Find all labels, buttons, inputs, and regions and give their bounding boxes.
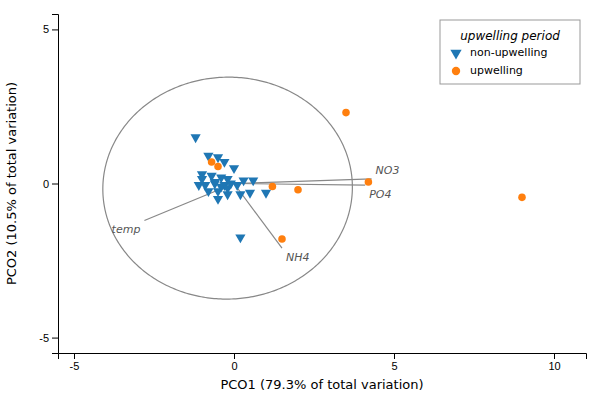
tick-label: 5 [391,360,397,372]
point [208,158,216,166]
vector-label: NH4 [286,251,310,264]
point [365,178,373,186]
vector [234,184,282,249]
point [197,176,207,185]
tick-label: -5 [39,332,49,344]
tick: -5 [39,332,58,344]
tick: 10 [548,353,560,372]
vector-labels: NO3 PO4 NH4 temp [112,164,400,264]
legend-label: non-upwelling [470,46,547,59]
point [232,182,242,191]
tick: 5 [43,23,58,35]
axis-line [59,354,587,360]
vector-label: PO4 [369,188,391,201]
point [214,163,222,171]
point [229,165,239,174]
axis-line [52,15,59,354]
tick-mark [52,29,58,30]
vector-label: temp [112,223,141,236]
tick: 0 [43,178,58,190]
tick: -5 [70,353,80,372]
series [191,134,272,243]
y-axis: -5 0 5 [39,15,58,354]
series [208,109,526,243]
point [248,177,258,186]
legend: upwelling period non-upwelling upwelling [440,20,580,84]
tick-mark [554,353,555,359]
tick-label: 0 [231,360,237,372]
point [269,183,277,191]
vector-label: NO3 [376,164,400,177]
tick: 0 [231,353,237,372]
tick: 5 [391,353,397,372]
point [239,177,249,186]
tick-label: 10 [548,360,560,372]
ellipse [103,77,353,299]
tick-label: 5 [43,23,49,35]
point [278,235,286,243]
point [235,191,245,200]
point [518,194,526,202]
tick-mark [394,353,395,359]
data-area [103,77,526,299]
point [245,190,255,199]
point [203,188,213,197]
chart: -5 0 5 10 -5 0 5 NO3 PO4 NH4 temp upwelling period n… [0,0,600,399]
point [191,134,201,143]
point [261,190,271,199]
x-axis: -5 0 5 10 [59,353,587,372]
tick-mark [234,353,235,359]
legend-symbol [452,67,460,75]
tick-mark [52,338,58,339]
tick-label: -5 [70,360,80,372]
legend-label: upwelling [470,64,523,77]
vector [144,184,234,221]
legend-box [440,20,580,84]
point [210,179,220,188]
tick-mark [52,184,58,185]
y-axis-title: PCO2 (10.5% of total variation) [4,82,19,285]
legend-symbol [450,50,461,60]
tick-mark [74,353,75,359]
x-axis-title: PCO1 (79.3% of total variation) [220,377,423,392]
point [294,186,302,194]
legend-title: upwelling period [460,29,560,43]
point [235,234,245,243]
tick-label: 0 [43,178,49,190]
plot: -5 0 5 10 -5 0 5 NO3 PO4 NH4 temp upwelling period n… [39,15,586,372]
point [213,196,223,205]
point [342,109,350,117]
point [223,185,233,194]
